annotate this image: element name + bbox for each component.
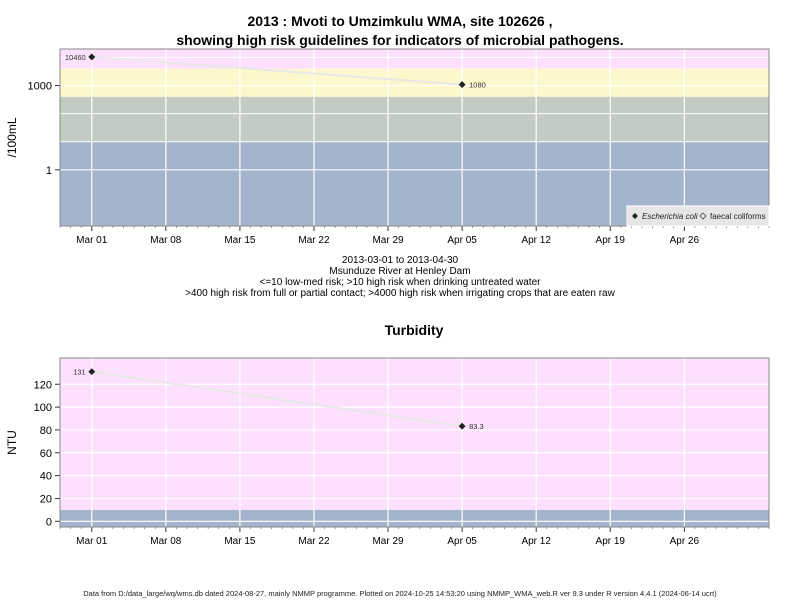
data-label-2-1: 131 bbox=[73, 368, 86, 377]
chart-title-line2: showing high risk guidelines for indicat… bbox=[176, 32, 624, 48]
series-line-1 bbox=[91, 55, 463, 86]
x-tick-label-1-8: Apr 19 bbox=[596, 235, 626, 246]
x-tick-label-1-4: Mar 22 bbox=[298, 235, 330, 246]
y-tick-label-2-3: 40 bbox=[40, 471, 52, 483]
x-tick-label-2-5: Mar 29 bbox=[372, 536, 404, 547]
legend-label-faecal: faecal coliforms bbox=[710, 212, 766, 221]
footer-note: Data from D:/data_large/wq/wms.db dated … bbox=[83, 589, 717, 598]
date-range: 2013-03-01 to 2013-04-30 bbox=[341, 255, 459, 266]
data-label-2-2: 83.3 bbox=[469, 422, 484, 431]
site-location: Msunduze River at Henley Dam bbox=[329, 266, 471, 277]
guideline-drinking: <=10 low-med risk; >10 high risk when dr… bbox=[259, 277, 541, 288]
data-point-1-2 bbox=[458, 81, 466, 89]
x-tick-label-1-6: Apr 05 bbox=[447, 235, 477, 246]
data-point-2-2 bbox=[458, 422, 466, 430]
risk-band-1-4 bbox=[60, 49, 769, 69]
chart-title-line1: 2013 : Mvoti to Umzimkulu WMA, site 1026… bbox=[247, 13, 553, 29]
legend-marker-ecoli bbox=[632, 213, 638, 219]
legend-marker-faecal bbox=[699, 212, 707, 220]
risk-band-2-1 bbox=[60, 509, 769, 527]
x-tick-label-1-1: Mar 01 bbox=[76, 235, 108, 246]
y-tick-label-2-6: 100 bbox=[34, 402, 52, 414]
x-tick-label-2-9: Apr 26 bbox=[670, 536, 700, 547]
risk-band-2-2 bbox=[60, 358, 769, 510]
guideline-contact: >400 high risk from full or partial cont… bbox=[185, 288, 615, 299]
data-point-1-1 bbox=[88, 53, 96, 61]
plot-frame-1 bbox=[59, 48, 770, 227]
y-tick-label-2-5: 80 bbox=[40, 425, 52, 437]
risk-band-1-2 bbox=[60, 96, 769, 142]
risk-band-1-3 bbox=[60, 68, 769, 97]
x-tick-label-1-9: Apr 26 bbox=[670, 235, 700, 246]
y-tick-label-2-7: 120 bbox=[34, 379, 52, 391]
x-tick-label-1-5: Mar 29 bbox=[372, 235, 404, 246]
y-tick-label-2-2: 20 bbox=[40, 493, 52, 505]
x-tick-label-2-1: Mar 01 bbox=[76, 536, 108, 547]
x-tick-label-2-2: Mar 08 bbox=[150, 536, 182, 547]
series-line-2 bbox=[91, 370, 463, 428]
y-tick-label-1-1: 1 bbox=[46, 165, 52, 177]
x-tick-label-2-3: Mar 15 bbox=[224, 536, 256, 547]
x-tick-label-1-3: Mar 15 bbox=[224, 235, 256, 246]
y-axis-label-1: /100mL bbox=[5, 117, 19, 157]
x-tick-label-1-7: Apr 12 bbox=[521, 235, 551, 246]
plot-frame-2 bbox=[59, 357, 770, 528]
data-point-2-1 bbox=[88, 368, 96, 376]
x-tick-label-2-4: Mar 22 bbox=[298, 536, 330, 547]
y-tick-label-2-4: 60 bbox=[40, 448, 52, 460]
panel-title-2: Turbidity bbox=[385, 322, 444, 338]
x-tick-label-2-6: Apr 05 bbox=[447, 536, 477, 547]
y-axis-label-2: NTU bbox=[5, 430, 19, 455]
x-tick-label-2-8: Apr 19 bbox=[596, 536, 626, 547]
data-label-1-1: 10460 bbox=[65, 53, 86, 62]
x-tick-label-1-2: Mar 08 bbox=[150, 235, 182, 246]
data-label-1-2: 1080 bbox=[469, 81, 486, 90]
y-tick-label-2-1: 0 bbox=[46, 516, 52, 528]
x-tick-label-2-7: Apr 12 bbox=[521, 536, 551, 547]
legend-box bbox=[626, 205, 770, 227]
legend-label-ecoli: Escherichia coli bbox=[642, 212, 698, 221]
y-tick-label-1-2: 1000 bbox=[28, 81, 52, 93]
